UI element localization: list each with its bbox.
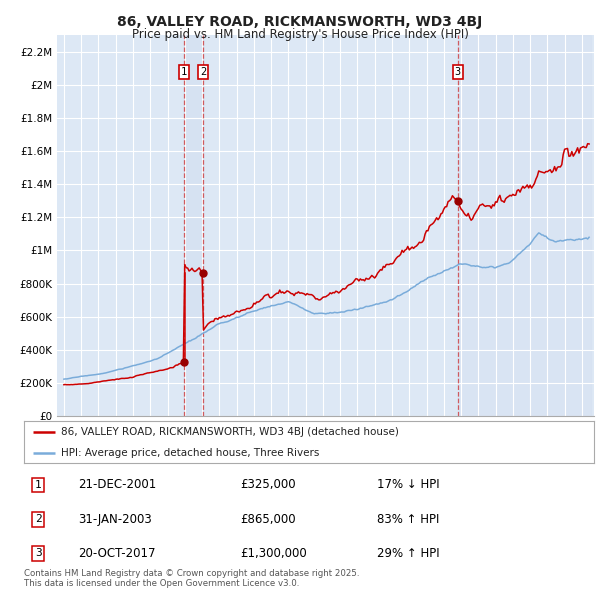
Text: £325,000: £325,000 <box>241 478 296 491</box>
Text: 83% ↑ HPI: 83% ↑ HPI <box>377 513 440 526</box>
Text: Price paid vs. HM Land Registry's House Price Index (HPI): Price paid vs. HM Land Registry's House … <box>131 28 469 41</box>
Text: 21-DEC-2001: 21-DEC-2001 <box>78 478 157 491</box>
Text: 86, VALLEY ROAD, RICKMANSWORTH, WD3 4BJ (detached house): 86, VALLEY ROAD, RICKMANSWORTH, WD3 4BJ … <box>61 427 399 437</box>
Text: 20-OCT-2017: 20-OCT-2017 <box>78 547 155 560</box>
Text: Contains HM Land Registry data © Crown copyright and database right 2025.
This d: Contains HM Land Registry data © Crown c… <box>24 569 359 588</box>
Text: 1: 1 <box>181 67 187 77</box>
Text: 31-JAN-2003: 31-JAN-2003 <box>78 513 152 526</box>
Text: 2: 2 <box>200 67 206 77</box>
Text: HPI: Average price, detached house, Three Rivers: HPI: Average price, detached house, Thre… <box>61 448 319 457</box>
Bar <box>184 35 203 416</box>
Text: 1: 1 <box>35 480 41 490</box>
Bar <box>458 35 590 416</box>
Text: 3: 3 <box>454 67 461 77</box>
Text: 3: 3 <box>35 549 41 558</box>
Text: 86, VALLEY ROAD, RICKMANSWORTH, WD3 4BJ: 86, VALLEY ROAD, RICKMANSWORTH, WD3 4BJ <box>118 15 482 29</box>
Text: 17% ↓ HPI: 17% ↓ HPI <box>377 478 440 491</box>
Text: 2: 2 <box>35 514 41 524</box>
Text: £1,300,000: £1,300,000 <box>241 547 307 560</box>
Text: £865,000: £865,000 <box>241 513 296 526</box>
Text: 29% ↑ HPI: 29% ↑ HPI <box>377 547 440 560</box>
